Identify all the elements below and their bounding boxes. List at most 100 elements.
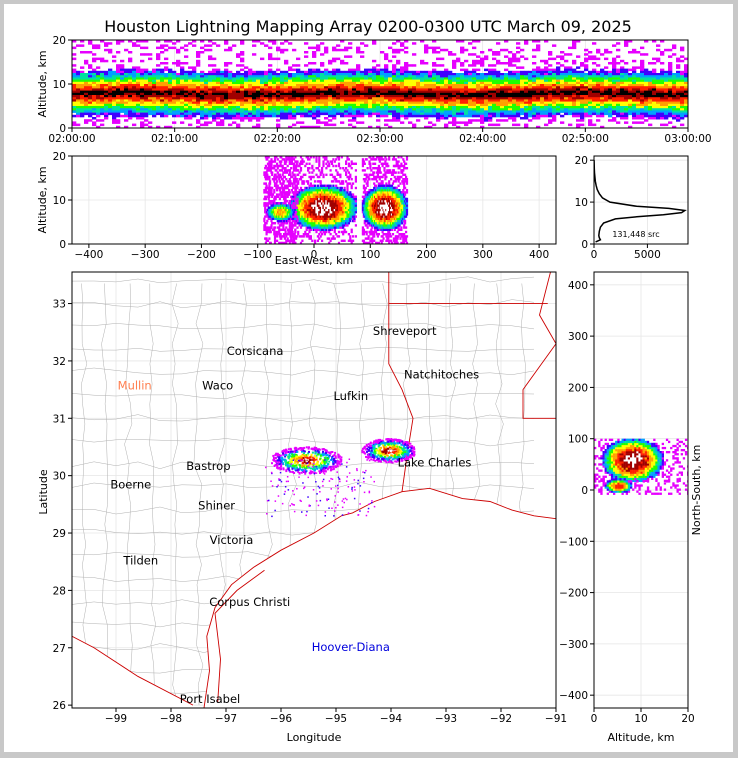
density-cell — [572, 84, 577, 87]
density-cell — [672, 84, 677, 87]
density-cell — [332, 92, 337, 96]
density-cell — [636, 51, 641, 54]
density-cell — [324, 46, 329, 50]
density-cell — [424, 125, 429, 128]
density-cell — [596, 84, 601, 87]
density-cell — [224, 103, 229, 107]
density-cell — [301, 215, 304, 218]
density-cell — [256, 125, 261, 128]
density-cell — [292, 95, 297, 98]
density-cell — [576, 81, 581, 85]
density-cell — [301, 235, 304, 238]
density-cell — [488, 88, 493, 91]
density-cell — [672, 99, 677, 102]
density-cell — [456, 84, 461, 87]
density-cell — [132, 99, 137, 102]
density-cell — [322, 160, 325, 163]
density-cell — [212, 110, 217, 113]
density-cell — [672, 95, 677, 98]
density-cell — [280, 99, 285, 102]
density-cell — [176, 88, 181, 91]
density-cell — [356, 66, 361, 69]
density-cell — [484, 55, 489, 58]
density-cell — [309, 182, 312, 185]
density-cell — [299, 191, 303, 194]
density-cell — [488, 108, 493, 111]
density-cell — [260, 110, 265, 113]
density-cell — [508, 57, 513, 61]
density-cell — [428, 106, 433, 109]
density-cell — [220, 114, 225, 118]
density-cell — [528, 92, 533, 96]
density-cell — [356, 101, 361, 105]
density-cell — [516, 103, 521, 107]
density-cell — [484, 110, 489, 113]
density-cell — [512, 79, 517, 83]
density-cell — [660, 99, 665, 102]
density-cell — [464, 99, 469, 102]
density-cell — [336, 70, 341, 74]
density-cell — [540, 84, 545, 87]
density-cell — [208, 79, 213, 83]
density-cell — [284, 106, 289, 109]
density-cell — [392, 70, 397, 74]
density-cell — [596, 95, 601, 98]
density-cell — [392, 48, 397, 52]
density-cell — [424, 114, 429, 118]
density-cell — [260, 88, 265, 91]
density-cell — [384, 84, 389, 87]
density-cell — [204, 108, 209, 111]
density-cell — [342, 230, 345, 234]
density-cell — [440, 48, 445, 52]
density-cell — [540, 95, 545, 98]
density-cell — [564, 68, 569, 72]
density-cell — [504, 114, 509, 118]
density-cell — [172, 92, 177, 96]
density-cell — [96, 99, 101, 102]
density-cell — [396, 90, 401, 94]
density-cell — [404, 79, 409, 83]
density-cell — [460, 40, 465, 43]
density-cell — [464, 68, 469, 72]
density-cell — [216, 110, 221, 113]
density-cell — [116, 42, 121, 45]
density-cell — [240, 51, 245, 54]
density-cell — [608, 108, 613, 111]
density-cell — [616, 42, 621, 45]
density-cell — [152, 73, 157, 76]
density-cell — [616, 84, 621, 87]
density-cell — [192, 99, 197, 102]
density-cell — [104, 112, 109, 116]
density-cell — [176, 40, 181, 43]
density-cell — [564, 95, 569, 98]
density-cell — [80, 84, 85, 87]
density-cell — [309, 193, 312, 196]
density-cell — [72, 106, 77, 109]
density-cell — [504, 88, 509, 91]
density-cell — [140, 103, 145, 107]
density-cell — [572, 86, 577, 89]
density-cell — [552, 97, 557, 100]
density-cell — [264, 81, 269, 85]
density-cell — [196, 110, 201, 113]
density-cell — [492, 64, 497, 67]
density-cell — [344, 90, 349, 94]
density-cell — [326, 186, 329, 190]
density-cell — [116, 92, 121, 96]
density-cell — [120, 97, 125, 100]
density-cell — [326, 217, 329, 220]
density-cell — [314, 219, 317, 223]
density-cell — [648, 88, 653, 91]
density-cell — [120, 59, 125, 63]
density-cell — [532, 97, 537, 100]
density-cell — [580, 95, 585, 98]
density-cell — [244, 95, 249, 98]
density-cell — [220, 110, 225, 113]
density-cell — [432, 51, 437, 54]
density-cell — [520, 79, 525, 83]
density-cell — [472, 53, 477, 56]
density-cell — [520, 97, 525, 100]
density-cell — [276, 81, 281, 85]
density-cell — [120, 70, 125, 74]
density-cell — [644, 103, 649, 107]
